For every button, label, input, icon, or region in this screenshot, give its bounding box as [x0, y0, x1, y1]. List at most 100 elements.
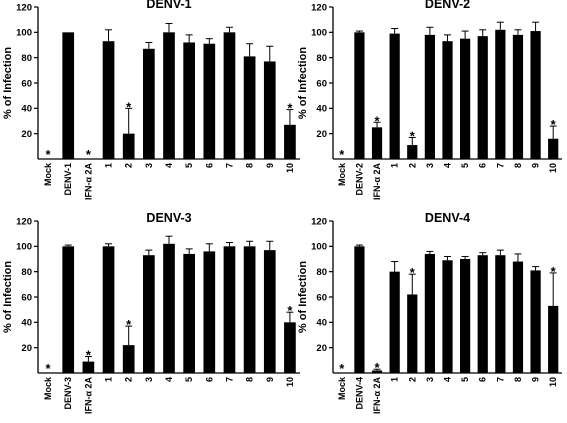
y-tick-label: 80: [316, 53, 327, 64]
x-category-label: 5: [184, 377, 194, 382]
bar: [163, 243, 175, 373]
x-category-label: 1: [390, 377, 400, 382]
x-category-label: 7: [495, 163, 505, 168]
bar: [203, 251, 216, 373]
x-category-label: 5: [184, 163, 194, 168]
bar: [512, 261, 524, 373]
bar: [371, 370, 383, 373]
x-category-label: 2: [124, 163, 134, 168]
x-category-label: 10: [548, 163, 558, 173]
x-category-label: 9: [265, 163, 275, 168]
bar: [243, 246, 256, 373]
x-category-label: 9: [531, 163, 541, 168]
x-category-label: 3: [144, 163, 154, 168]
x-category-label: 4: [443, 163, 453, 168]
significance-marker: *: [287, 101, 293, 116]
y-tick-label: 60: [21, 292, 32, 303]
bar: [62, 32, 75, 160]
x-category-label: 5: [460, 377, 470, 382]
y-axis-label: % of Infection: [297, 47, 309, 119]
bar: [354, 32, 365, 160]
bar: [183, 253, 195, 373]
x-category-label: 9: [265, 377, 275, 382]
bar: [389, 33, 400, 159]
y-tick-label: 120: [311, 216, 327, 227]
y-tick-label: 80: [21, 53, 32, 64]
bar: [122, 133, 135, 159]
significance-marker: *: [86, 348, 92, 363]
x-category-label: DENV-1: [63, 163, 73, 196]
x-category-label: IFN-α 2A: [372, 163, 382, 201]
significance-marker: *: [375, 113, 381, 128]
x-category-label: 6: [204, 163, 214, 168]
x-category-label: 3: [425, 377, 435, 382]
y-tick-label: 100: [16, 242, 32, 253]
bar: [163, 32, 175, 160]
x-category-label: 6: [478, 163, 488, 168]
bar: [143, 255, 155, 373]
y-tick-label: 120: [16, 216, 32, 227]
significance-marker: *: [339, 147, 345, 162]
x-category-label: Mock: [43, 162, 53, 186]
bar: [102, 246, 115, 373]
y-tick-label: 60: [21, 78, 32, 89]
x-category-label: 10: [285, 377, 295, 387]
bar: [548, 138, 559, 159]
x-category-label: 1: [104, 163, 114, 168]
x-category-label: 2: [407, 163, 417, 168]
x-category-label: 3: [144, 377, 154, 382]
bar: [243, 56, 256, 159]
significance-marker: *: [551, 117, 557, 132]
y-tick-label: 80: [21, 267, 32, 278]
x-category-label: Mock: [43, 376, 53, 400]
bar: [512, 34, 524, 159]
significance-marker: *: [126, 317, 132, 332]
bar: [62, 246, 75, 373]
significance-marker: *: [551, 264, 557, 279]
x-category-label: 3: [425, 163, 435, 168]
y-tick-label: 120: [311, 2, 327, 13]
significance-marker: *: [46, 361, 52, 376]
bar: [424, 34, 435, 159]
x-category-label: 8: [513, 377, 523, 382]
y-tick-label: 60: [316, 292, 327, 303]
y-tick-label: 60: [316, 78, 327, 89]
y-tick-label: 20: [21, 129, 32, 140]
x-category-label: 10: [285, 163, 295, 173]
bar: [223, 246, 236, 373]
x-category-label: DENV-4: [354, 377, 364, 410]
x-category-label: 1: [390, 163, 400, 168]
x-category-label: Mock: [337, 162, 347, 186]
y-axis-label: % of Infection: [297, 261, 309, 333]
x-category-label: 7: [224, 377, 234, 382]
chart-title: DENV-1: [146, 0, 191, 11]
y-axis-label: % of Infection: [2, 261, 14, 333]
y-tick-label: 100: [311, 242, 327, 253]
x-category-label: IFN-α 2A: [83, 377, 93, 415]
bar: [530, 270, 541, 373]
y-tick-label: 100: [311, 28, 327, 39]
significance-marker: *: [46, 147, 52, 162]
x-category-label: DENV-3: [63, 377, 73, 410]
x-category-label: IFN-α 2A: [83, 163, 93, 201]
bar: [495, 29, 506, 159]
chart-title: DENV-4: [425, 211, 470, 225]
bar: [389, 271, 400, 373]
bar: [442, 260, 453, 373]
bar: [495, 255, 506, 373]
x-category-label: 8: [245, 163, 255, 168]
x-category-label: 8: [245, 377, 255, 382]
significance-marker: *: [287, 303, 293, 318]
bar: [82, 361, 95, 373]
bar: [122, 345, 135, 373]
chart-title: DENV-2: [425, 0, 470, 11]
bar: [263, 250, 276, 373]
bar: [284, 124, 296, 159]
x-category-label: 8: [513, 163, 523, 168]
y-tick-label: 20: [316, 343, 327, 354]
